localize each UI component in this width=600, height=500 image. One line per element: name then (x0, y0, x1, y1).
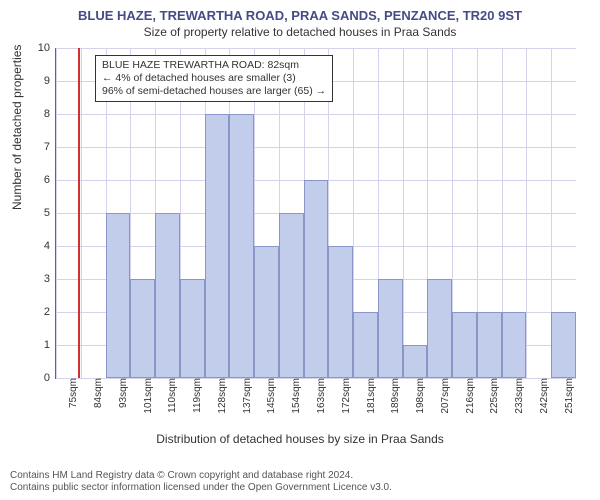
histogram-bar (279, 213, 304, 378)
xtick-label: 128sqm (214, 378, 228, 414)
footer-line-1: Contains HM Land Registry data © Crown c… (10, 470, 392, 482)
ytick-label: 7 (44, 141, 56, 153)
histogram-bar (427, 279, 452, 378)
xtick-label: 181sqm (363, 378, 377, 414)
histogram-bar (180, 279, 205, 378)
histogram-bar (304, 180, 329, 378)
attribution-footer: Contains HM Land Registry data © Crown c… (10, 470, 392, 494)
xtick-label: 163sqm (313, 378, 327, 414)
ytick-label: 5 (44, 207, 56, 219)
ytick-label: 3 (44, 273, 56, 285)
ytick-label: 10 (38, 42, 56, 54)
ytick-label: 9 (44, 75, 56, 87)
xtick-label: 84sqm (90, 378, 104, 408)
y-axis-label: Number of detached properties (10, 45, 24, 210)
ytick-label: 4 (44, 240, 56, 252)
gridline-v (81, 48, 82, 378)
xtick-label: 119sqm (189, 378, 203, 413)
gridline-v (56, 48, 57, 378)
histogram-bar (155, 213, 180, 378)
gridline-h (56, 114, 576, 115)
xtick-label: 154sqm (288, 378, 302, 414)
annotation-line: 96% of semi-detached houses are larger (… (102, 85, 326, 98)
histogram-bar (551, 312, 576, 378)
ytick-label: 0 (44, 372, 56, 384)
annotation-box: BLUE HAZE TREWARTHA ROAD: 82sqm← 4% of d… (95, 55, 333, 102)
x-axis-label: Distribution of detached houses by size … (0, 432, 600, 446)
xtick-label: 189sqm (387, 378, 401, 414)
xtick-label: 145sqm (263, 378, 277, 414)
gridline-v (526, 48, 527, 378)
xtick-label: 93sqm (115, 378, 129, 408)
histogram-bar (353, 312, 378, 378)
histogram-bar (130, 279, 155, 378)
histogram-bar (328, 246, 353, 378)
xtick-label: 110sqm (164, 378, 178, 413)
ytick-label: 8 (44, 108, 56, 120)
gridline-v (403, 48, 404, 378)
histogram-bar (205, 114, 230, 378)
annotation-line: ← 4% of detached houses are smaller (3) (102, 72, 326, 85)
histogram-bar (229, 114, 254, 378)
annotation-line: BLUE HAZE TREWARTHA ROAD: 82sqm (102, 59, 326, 72)
histogram-bar (502, 312, 527, 378)
xtick-label: 225sqm (486, 378, 500, 414)
xtick-label: 242sqm (536, 378, 550, 414)
gridline-h (56, 147, 576, 148)
chart-title: BLUE HAZE, TREWARTHA ROAD, PRAA SANDS, P… (0, 0, 600, 23)
gridline-h (56, 48, 576, 49)
xtick-label: 251sqm (561, 378, 575, 414)
histogram-bar (403, 345, 428, 378)
histogram-bar (378, 279, 403, 378)
histogram-bar (477, 312, 502, 378)
chart-plot-area: 01234567891075sqm84sqm93sqm101sqm110sqm1… (55, 48, 575, 378)
xtick-label: 137sqm (239, 378, 253, 414)
xtick-label: 75sqm (65, 378, 79, 408)
footer-line-2: Contains public sector information licen… (10, 482, 392, 494)
xtick-label: 198sqm (412, 378, 426, 414)
reference-line (78, 48, 80, 378)
chart-subtitle: Size of property relative to detached ho… (0, 23, 600, 39)
ytick-label: 2 (44, 306, 56, 318)
histogram-bar (452, 312, 477, 378)
xtick-label: 207sqm (437, 378, 451, 414)
ytick-label: 1 (44, 339, 56, 351)
xtick-label: 172sqm (338, 378, 352, 414)
histogram-bar (254, 246, 279, 378)
ytick-label: 6 (44, 174, 56, 186)
histogram-bar (106, 213, 131, 378)
xtick-label: 101sqm (140, 378, 154, 414)
xtick-label: 216sqm (462, 378, 476, 414)
xtick-label: 233sqm (511, 378, 525, 414)
